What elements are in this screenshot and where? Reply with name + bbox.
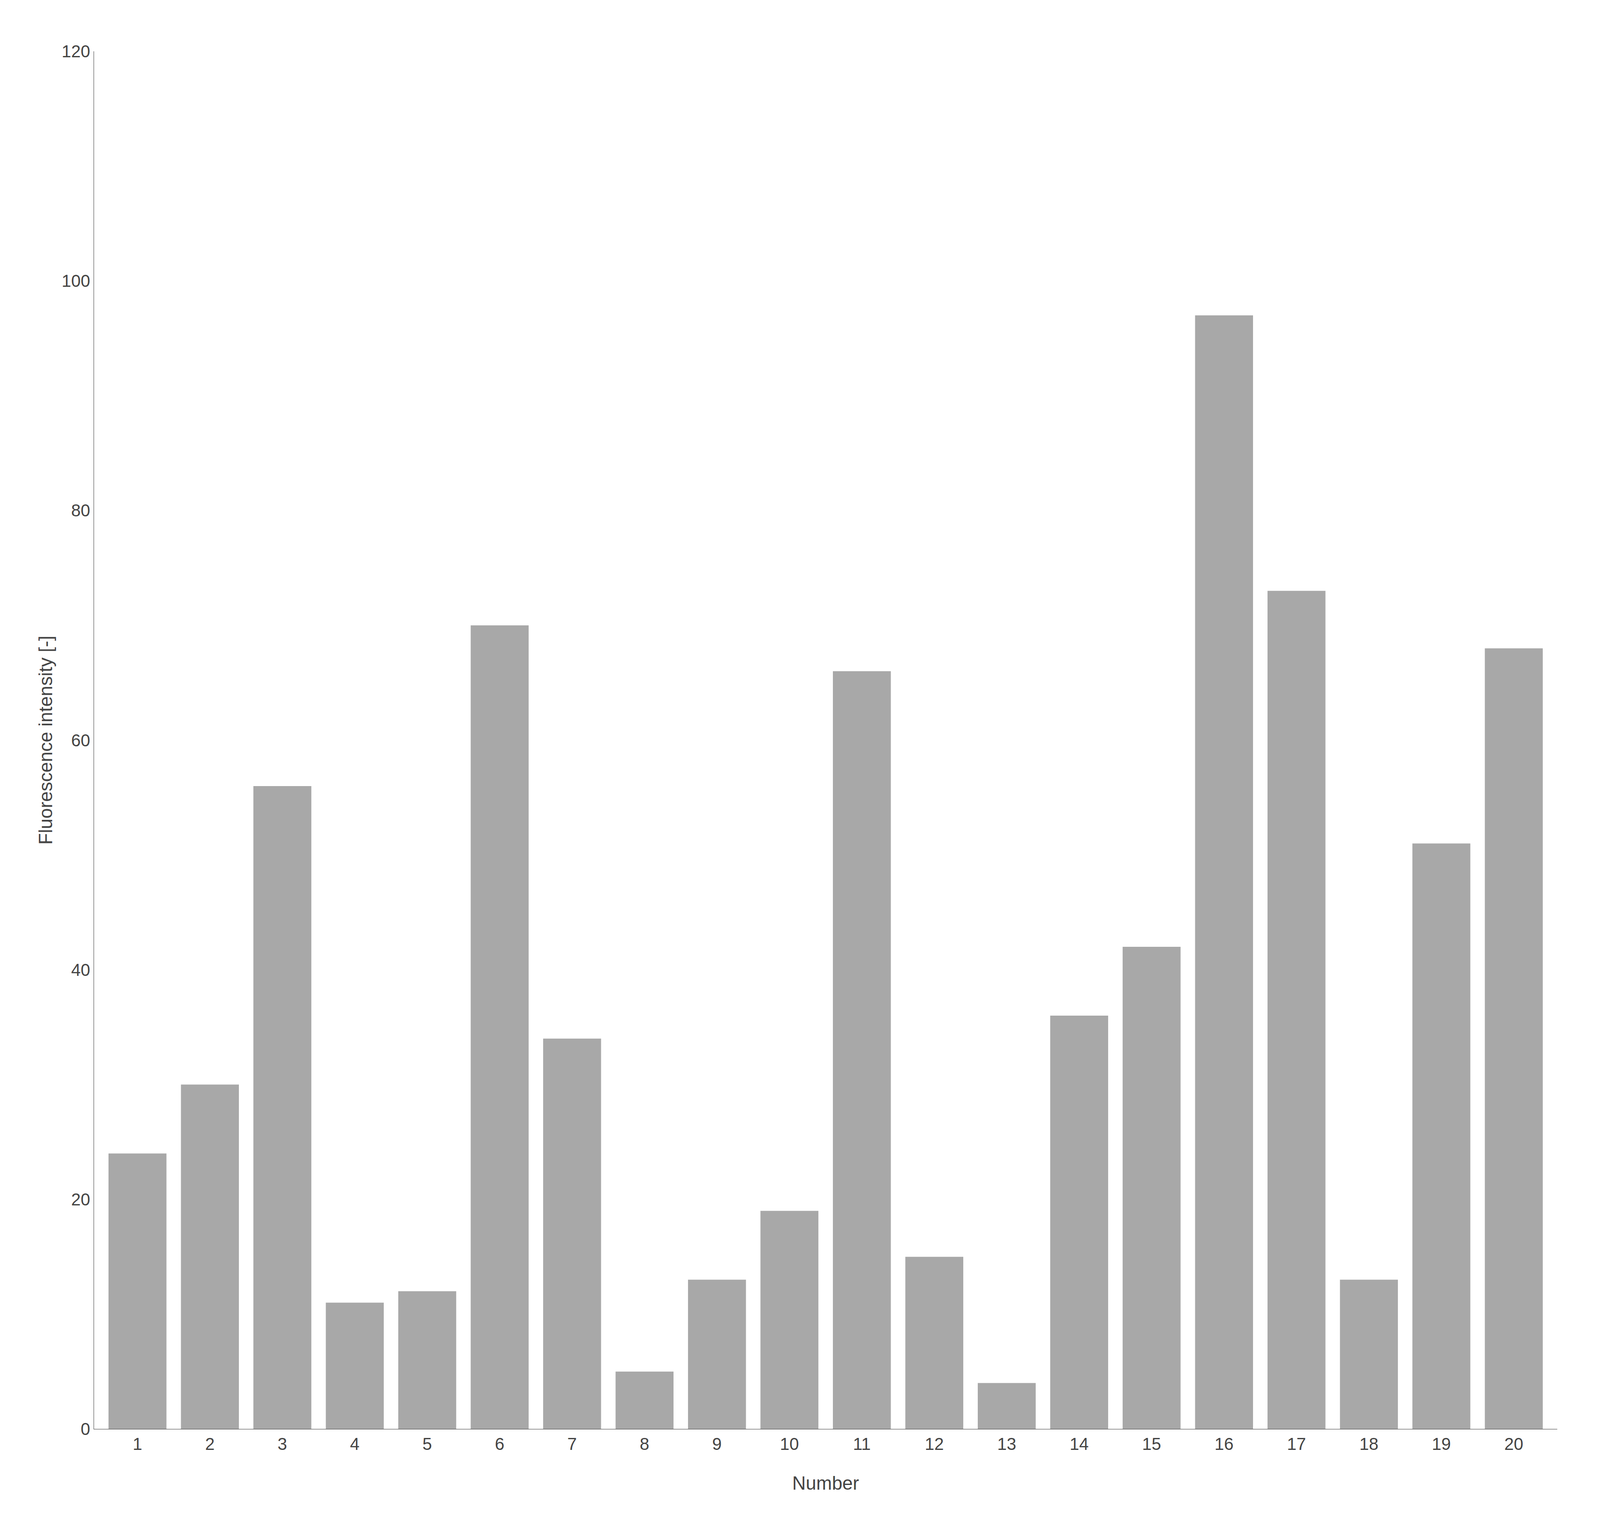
svg-text:0: 0	[80, 1419, 91, 1439]
svg-text:2: 2	[205, 1434, 215, 1453]
svg-text:11: 11	[852, 1434, 871, 1453]
svg-text:Fluorescence intensity [-]: Fluorescence intensity [-]	[35, 635, 56, 845]
svg-text:16: 16	[1214, 1434, 1234, 1453]
svg-text:1: 1	[132, 1434, 143, 1453]
svg-text:15: 15	[1142, 1434, 1162, 1453]
svg-text:5: 5	[422, 1434, 433, 1453]
svg-text:13: 13	[997, 1434, 1017, 1453]
svg-text:60: 60	[71, 730, 91, 750]
svg-text:10: 10	[779, 1434, 800, 1453]
svg-text:80: 80	[71, 500, 91, 520]
svg-text:18: 18	[1359, 1434, 1379, 1453]
svg-text:12: 12	[924, 1434, 945, 1453]
svg-text:20: 20	[1504, 1434, 1524, 1453]
svg-text:8: 8	[639, 1434, 650, 1453]
svg-text:120: 120	[61, 41, 91, 61]
svg-text:19: 19	[1432, 1434, 1452, 1453]
svg-text:7: 7	[567, 1434, 577, 1453]
svg-text:6: 6	[494, 1434, 505, 1453]
svg-text:3: 3	[277, 1434, 288, 1453]
svg-text:4: 4	[350, 1434, 360, 1453]
svg-text:9: 9	[712, 1434, 722, 1453]
svg-text:40: 40	[71, 960, 91, 980]
svg-text:Number: Number	[792, 1472, 860, 1494]
svg-text:100: 100	[61, 271, 91, 291]
svg-text:14: 14	[1069, 1434, 1089, 1453]
svg-text:17: 17	[1287, 1434, 1307, 1453]
svg-text:20: 20	[71, 1189, 91, 1209]
